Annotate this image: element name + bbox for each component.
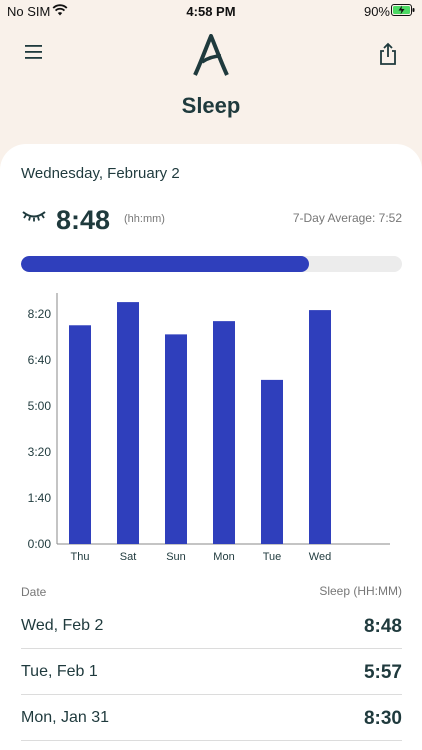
y-tick-label: 6:40 <box>28 353 52 367</box>
x-tick-label: Sun <box>166 551 186 563</box>
list-item-date: Tue, Feb 1 <box>21 663 98 680</box>
list-item-date: Wed, Feb 2 <box>21 617 104 634</box>
list-item-date: Mon, Jan 31 <box>21 709 110 726</box>
menu-button[interactable] <box>24 44 46 64</box>
column-header-date: Date <box>21 585 47 599</box>
selected-date: Wednesday, February 2 <box>21 165 180 182</box>
seven-day-average: 7-Day Average: 7:52 <box>292 211 402 225</box>
clock: 4:58 PM <box>186 4 236 19</box>
battery-percent: 90% <box>363 4 390 19</box>
bar <box>117 302 139 544</box>
y-tick-label: 5:00 <box>28 399 52 413</box>
y-tick-label: 3:20 <box>28 445 52 459</box>
wifi-icon <box>52 3 68 20</box>
x-tick-label: Thu <box>71 551 90 563</box>
nav-bar <box>0 30 422 80</box>
status-bar: No SIM 4:58 PM 90% <box>0 0 422 22</box>
hamburger-menu-icon <box>25 45 42 59</box>
list-item[interactable]: Tue, Feb 1 5:57 <box>21 649 402 695</box>
sleep-unit: (hh:mm) <box>124 213 165 225</box>
y-tick-label: 0:00 <box>28 537 52 551</box>
list-item[interactable]: Wed, Feb 2 8:48 <box>21 603 402 649</box>
list-item-value: 5:57 <box>363 662 402 683</box>
bar <box>69 325 91 544</box>
x-tick-label: Sat <box>120 551 137 563</box>
list-item[interactable]: Mon, Jan 31 8:30 <box>21 695 402 741</box>
app-logo-icon <box>191 34 231 81</box>
x-tick-label: Mon <box>213 551 234 563</box>
y-tick-label: 1:40 <box>28 491 52 505</box>
sleep-bar-chart: 0:00 1:40 3:20 5:00 6:40 8:20 Thu Sat Sun Mon Tue W… <box>28 293 390 563</box>
sleep-duration: 8:48 <box>56 205 111 235</box>
share-icon <box>380 42 396 65</box>
column-header-sleep: Sleep (HH:MM) <box>319 584 402 598</box>
bar <box>261 379 283 544</box>
closed-eye-icon <box>21 209 47 228</box>
sleep-progress-fill <box>21 256 309 272</box>
x-tick-label: Wed <box>309 551 331 563</box>
list-item-value: 8:48 <box>363 616 402 637</box>
list-item-value: 8:30 <box>363 708 402 729</box>
share-button[interactable] <box>378 42 398 71</box>
bar <box>309 310 331 544</box>
battery-charging-icon <box>391 4 415 19</box>
bar <box>213 321 235 544</box>
y-tick-label: 8:20 <box>28 307 52 321</box>
x-tick-label: Tue <box>263 551 282 563</box>
sleep-progress-bar <box>21 256 402 272</box>
page-title: Sleep <box>181 93 241 118</box>
carrier-label: No SIM <box>7 4 51 19</box>
bar <box>165 334 187 544</box>
sleep-summary: 8:48 (hh:mm) 7-Day Average: 7:52 <box>21 205 402 237</box>
